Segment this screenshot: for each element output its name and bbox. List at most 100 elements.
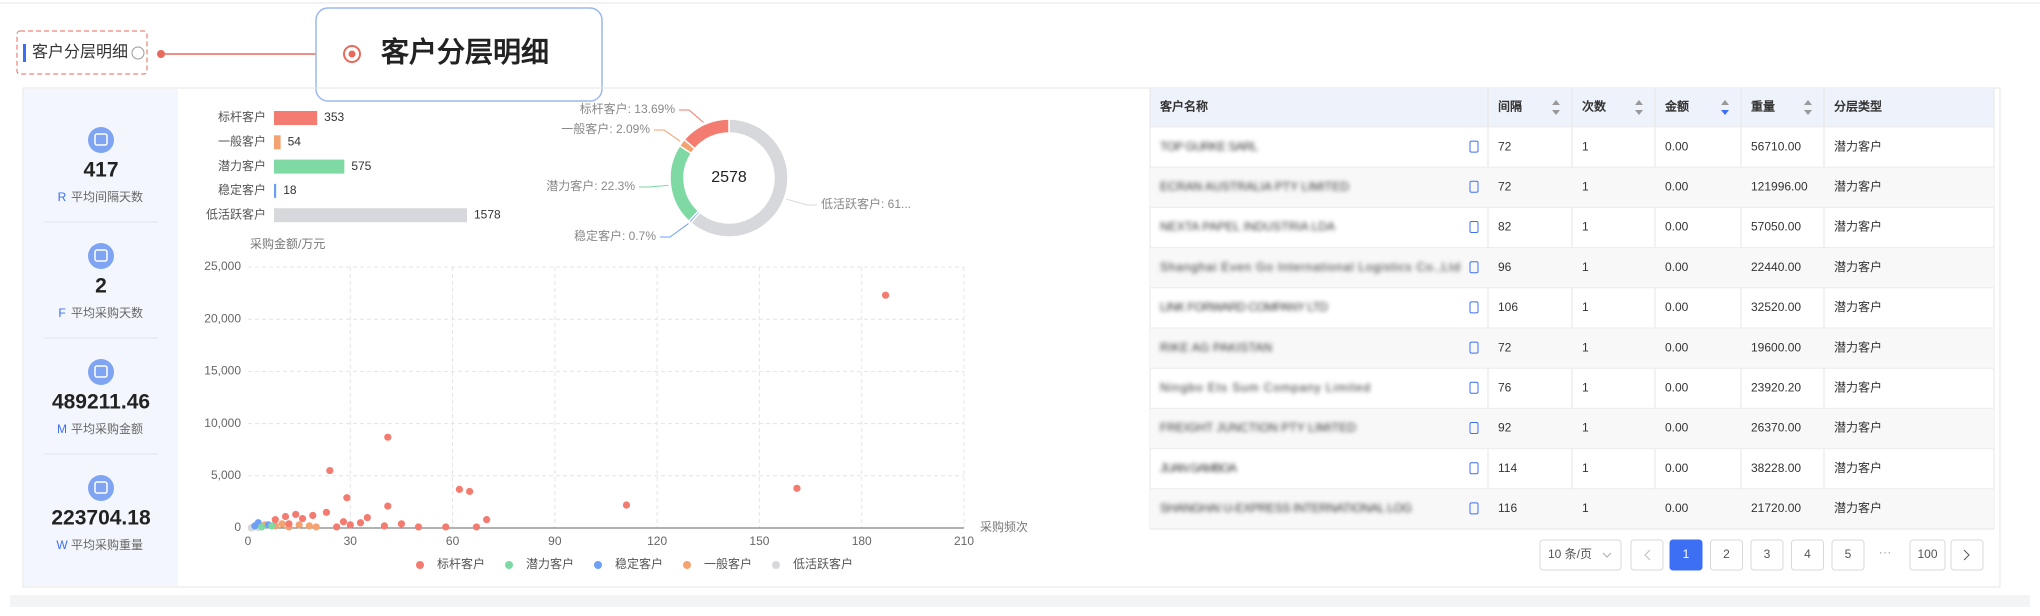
table-cell: 106 <box>1498 300 1518 314</box>
table-cell: 潜力客户 <box>1834 379 1882 394</box>
bottom-band <box>10 595 2030 607</box>
column-header[interactable]: 重量 <box>1751 99 1775 114</box>
sort-up[interactable] <box>1721 100 1729 105</box>
copy-icon[interactable] <box>1469 381 1479 394</box>
legend-label[interactable]: 标杆客户 <box>437 556 485 571</box>
sort-down[interactable] <box>1721 110 1729 115</box>
table-cell: 0.00 <box>1665 461 1689 475</box>
column-header[interactable]: 间隔 <box>1498 99 1522 114</box>
scatter-point <box>292 510 300 519</box>
sort-up[interactable] <box>1804 100 1812 105</box>
page-button[interactable] <box>1710 539 1743 571</box>
next-arrow[interactable] <box>1963 549 1970 561</box>
page-size-select[interactable] <box>1539 539 1622 571</box>
column-header[interactable]: 客户名称 <box>1159 99 1208 114</box>
page-size-label[interactable]: 10 条/页 <box>1548 547 1592 561</box>
copy-icon[interactable] <box>1469 180 1479 193</box>
sort-up[interactable] <box>1552 100 1560 105</box>
table-cell: 0.00 <box>1665 501 1689 515</box>
scatter-point <box>271 516 279 524</box>
callout-marker-dot <box>348 50 356 58</box>
page-button[interactable] <box>1831 539 1865 571</box>
legend-label[interactable]: 一般客户 <box>704 556 752 571</box>
bar <box>274 111 318 125</box>
table-cell: 82 <box>1498 220 1512 234</box>
page-number[interactable]: 3 <box>1764 547 1771 561</box>
section-title: 客户分层明细 <box>32 43 128 61</box>
table-cell: 1 <box>1582 501 1589 515</box>
legend-label[interactable]: 稳定客户 <box>615 556 663 571</box>
kpi-value: 2 <box>95 275 107 298</box>
copy-icon[interactable] <box>1469 502 1479 515</box>
column-header[interactable]: 次数 <box>1582 99 1607 114</box>
page-button[interactable] <box>1791 539 1824 571</box>
copy-icon[interactable] <box>1469 422 1479 434</box>
scatter-point <box>333 523 341 531</box>
donut-label: 潜力客户: 22.3% <box>546 178 635 193</box>
prev-arrow[interactable] <box>1644 549 1651 561</box>
bar-value: 54 <box>288 134 302 148</box>
y-tick-label: 5,000 <box>211 468 241 482</box>
select-caret[interactable] <box>1602 552 1612 558</box>
legend-label[interactable]: 低活跃客户 <box>793 556 853 571</box>
x-tick-label: 90 <box>548 534 562 548</box>
kpi-icon-glyph <box>94 481 108 494</box>
table-cell: 23920.20 <box>1751 380 1801 394</box>
page-number[interactable]: 1 <box>1683 547 1690 561</box>
sort-down[interactable] <box>1635 110 1643 115</box>
page-button[interactable] <box>1669 539 1703 571</box>
page-number[interactable]: 2 <box>1723 547 1730 561</box>
y-axis-title: 采购金额/万元 <box>250 236 325 251</box>
info-icon <box>131 46 145 60</box>
prev-button[interactable] <box>1630 539 1664 571</box>
title-highlight <box>16 30 148 75</box>
table-cell: 潜力客户 <box>1834 219 1882 234</box>
copy-icon[interactable] <box>1469 462 1479 475</box>
page-button[interactable] <box>1750 539 1784 571</box>
table-cell: 116 <box>1498 501 1517 515</box>
table-cell: 72 <box>1498 340 1512 354</box>
customer-name: LINK FORWARD COMPANY LTD <box>1160 300 1328 314</box>
table-cell: 潜力客户 <box>1834 460 1882 475</box>
table-cell: 潜力客户 <box>1834 259 1882 274</box>
copy-icon[interactable] <box>1469 140 1479 153</box>
table-cell: 潜力客户 <box>1834 178 1882 193</box>
copy-icon[interactable] <box>1469 261 1479 274</box>
bar-value: 353 <box>324 110 344 124</box>
bar <box>274 135 281 150</box>
copy-icon[interactable] <box>1469 221 1479 233</box>
panel <box>22 87 2001 588</box>
column-header[interactable]: 分层类型 <box>1834 99 1882 114</box>
page-number[interactable]: 4 <box>1804 547 1811 561</box>
last-page-button[interactable] <box>1909 539 1946 571</box>
table-cell: 潜力客户 <box>1834 420 1882 435</box>
scatter-point <box>472 523 481 531</box>
table-cell: 潜力客户 <box>1834 299 1882 314</box>
sort-up[interactable] <box>1635 100 1643 105</box>
table-cell: 1 <box>1582 300 1589 314</box>
sort-down[interactable] <box>1552 110 1560 115</box>
kpi-value: 223704.18 <box>51 507 151 530</box>
legend-label[interactable]: 潜力客户 <box>526 556 574 571</box>
table-cell: 潜力客户 <box>1834 500 1882 515</box>
copy-icon[interactable] <box>1469 341 1479 354</box>
table-cell: 1 <box>1582 220 1589 234</box>
copy-icon[interactable] <box>1469 301 1479 314</box>
page-number[interactable]: 100 <box>1917 547 1937 561</box>
next-button[interactable] <box>1950 539 1984 571</box>
column-header[interactable]: 金额 <box>1664 99 1689 114</box>
table-cell: 19600.00 <box>1751 340 1801 354</box>
table-cell: 92 <box>1498 421 1512 435</box>
sort-down[interactable] <box>1804 110 1812 115</box>
scatter-point <box>268 522 276 530</box>
scatter-point <box>455 485 463 493</box>
scatter-point <box>326 466 334 475</box>
y-tick-label: 20,000 <box>204 311 241 325</box>
page-number[interactable]: 5 <box>1845 547 1852 561</box>
donut-leader <box>654 129 681 142</box>
donut-label: 一般客户: 2.09% <box>561 121 650 136</box>
page-ellipsis: ··· <box>1879 544 1892 559</box>
customer-name: JUAN GAMBOA <box>1160 461 1237 475</box>
bar-category: 潜力客户 <box>218 158 266 173</box>
